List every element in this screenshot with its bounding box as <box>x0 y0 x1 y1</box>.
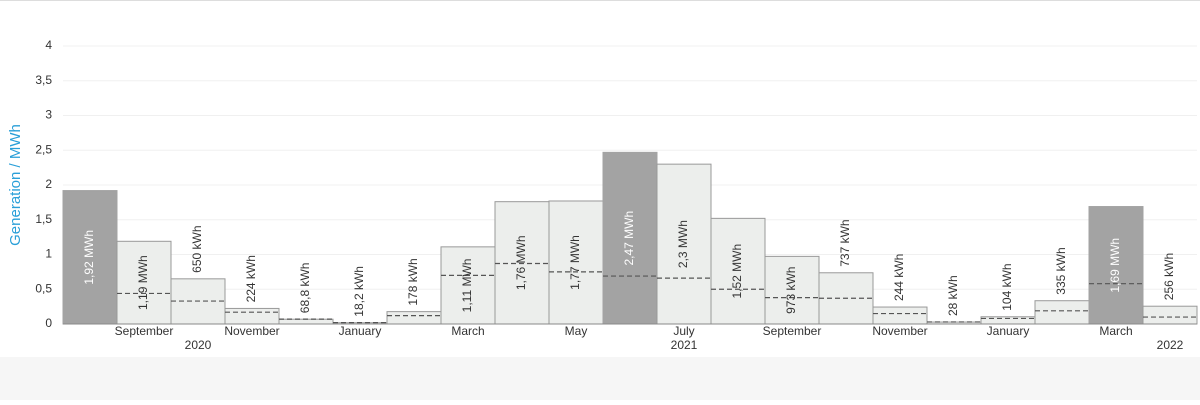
bar <box>872 306 928 325</box>
bar <box>278 318 334 325</box>
value-label: 737 kWh <box>838 219 852 266</box>
y-tick-label: 1,5 <box>35 212 52 226</box>
value-label: 2,47 MWh <box>622 211 636 266</box>
y-tick-label: 2,5 <box>35 142 52 156</box>
year-label: 2020 <box>185 338 212 352</box>
bar <box>494 201 550 325</box>
x-tick-label: March <box>451 324 484 338</box>
value-label: 1,19 MWh <box>136 255 150 310</box>
value-label: 28 kWh <box>946 275 960 316</box>
bar <box>656 163 712 325</box>
footer-band <box>0 357 1200 400</box>
bar <box>1034 300 1090 325</box>
bar <box>386 311 442 325</box>
x-tick-label: November <box>872 324 927 338</box>
value-label: 650 kWh <box>190 225 204 272</box>
year-label: 2021 <box>671 338 698 352</box>
value-label: 104 kWh <box>1000 263 1014 310</box>
y-tick-label: 0 <box>45 316 52 330</box>
value-label: 178 kWh <box>406 258 420 305</box>
x-tick-label: September <box>763 324 822 338</box>
y-axis-label: Generation / MWh <box>7 124 24 246</box>
x-tick-label: September <box>115 324 174 338</box>
value-label: 1,52 MWh <box>730 244 744 299</box>
x-tick-label: July <box>673 324 694 338</box>
bar <box>1142 305 1198 325</box>
bar <box>62 190 118 325</box>
bar <box>224 307 280 325</box>
y-tick-label: 0,5 <box>35 281 52 295</box>
bar <box>1088 206 1144 325</box>
value-label: 256 kWh <box>1162 253 1176 300</box>
value-label: 1,11 MWh <box>460 259 474 313</box>
y-tick-label: 2 <box>45 177 52 191</box>
y-tick-label: 4 <box>45 38 52 52</box>
bar <box>548 200 604 325</box>
value-label: 1,92 MWh <box>82 230 96 285</box>
x-tick-label: January <box>339 324 382 338</box>
value-label: 1,76 MWh <box>514 235 528 290</box>
year-label: 2022 <box>1157 338 1184 352</box>
value-label: 224 kWh <box>244 255 258 302</box>
value-label: 244 kWh <box>892 254 906 301</box>
x-tick-label: March <box>1099 324 1132 338</box>
value-label: 335 kWh <box>1054 247 1068 294</box>
y-tick-label: 3,5 <box>35 73 52 87</box>
value-label: 1,77 MWh <box>568 235 582 290</box>
value-label: 2,3 MWh <box>676 220 690 268</box>
value-label: 1,69 MWh <box>1108 238 1122 293</box>
x-tick-label: January <box>987 324 1030 338</box>
y-tick-label: 1 <box>45 247 52 261</box>
bar <box>764 255 820 325</box>
x-tick-label: May <box>565 324 588 338</box>
y-tick-label: 3 <box>45 108 52 122</box>
value-label: 18,2 kWh <box>352 266 366 317</box>
value-label: 68,8 kWh <box>298 263 312 314</box>
x-tick-label: November <box>224 324 279 338</box>
value-label: 973 kWh <box>784 267 798 314</box>
bar <box>710 217 766 325</box>
bar <box>602 151 658 325</box>
